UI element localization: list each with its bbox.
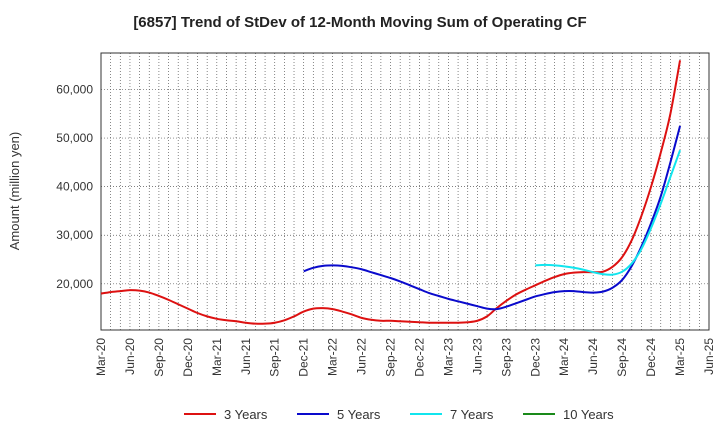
x-tick-label: Dec-21: [297, 338, 311, 377]
legend-label: 7 Years: [450, 407, 494, 422]
series-line-5-years: [303, 125, 682, 311]
series-line-7-years: [535, 149, 681, 276]
x-tick-label: Jun-20: [123, 338, 137, 375]
x-tick-label: Mar-20: [94, 338, 108, 376]
x-tick-label: Sep-22: [384, 338, 398, 377]
chart-title: [6857] Trend of StDev of 12-Month Moving…: [133, 14, 587, 31]
legend-label: 5 Years: [337, 407, 381, 422]
legend-label: 3 Years: [224, 407, 268, 422]
x-tick-label: Mar-22: [326, 338, 340, 376]
y-tick-label: 50,000: [56, 131, 93, 145]
y-tick-labels: 20,000 30,000 40,000 50,000 60,000: [56, 82, 93, 290]
legend: 3 Years 5 Years 7 Years 10 Years: [184, 407, 614, 422]
x-tick-label: Mar-23: [441, 338, 455, 376]
y-tick-label: 30,000: [56, 228, 93, 242]
x-tick-label: Dec-24: [644, 338, 658, 377]
x-tick-label: Jun-21: [239, 338, 253, 375]
y-tick-label: 40,000: [56, 180, 93, 194]
x-tick-label: Jun-23: [470, 338, 484, 375]
x-tick-label: Mar-25: [673, 338, 687, 376]
y-axis-title: Amount (million yen): [7, 132, 22, 251]
x-tick-label: Jun-24: [586, 338, 600, 375]
x-tick-label: Jun-22: [355, 338, 369, 375]
x-tick-label: Sep-23: [499, 338, 513, 377]
x-tick-label: Mar-24: [557, 338, 571, 376]
plot-frame: [100, 52, 710, 331]
y-tick-label: 20,000: [56, 277, 93, 291]
x-tick-label: Sep-21: [268, 338, 282, 377]
legend-label: 10 Years: [563, 407, 614, 422]
x-tick-label: Dec-22: [412, 338, 426, 377]
x-tick-label: Sep-20: [152, 338, 166, 377]
x-tick-labels: Mar-20 Jun-20 Sep-20 Dec-20 Mar-21 Jun-21 Sep-…: [94, 338, 716, 377]
y-tick-label: 60,000: [56, 82, 93, 96]
series-layer: [100, 60, 682, 325]
x-tick-label: Dec-20: [181, 338, 195, 377]
x-tick-label: Mar-21: [210, 338, 224, 376]
grid-layer: [101, 53, 709, 330]
x-tick-label: Jun-25: [702, 338, 716, 375]
x-tick-label: Sep-24: [615, 338, 629, 377]
series-line-3-years: [100, 60, 682, 325]
x-tick-label: Dec-23: [528, 338, 542, 377]
